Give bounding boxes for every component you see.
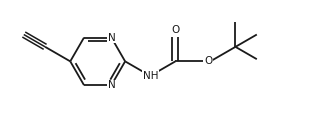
- Text: O: O: [171, 25, 179, 35]
- Text: NH: NH: [143, 71, 158, 81]
- Text: N: N: [108, 80, 115, 90]
- Text: N: N: [108, 33, 115, 43]
- Text: O: O: [204, 56, 213, 66]
